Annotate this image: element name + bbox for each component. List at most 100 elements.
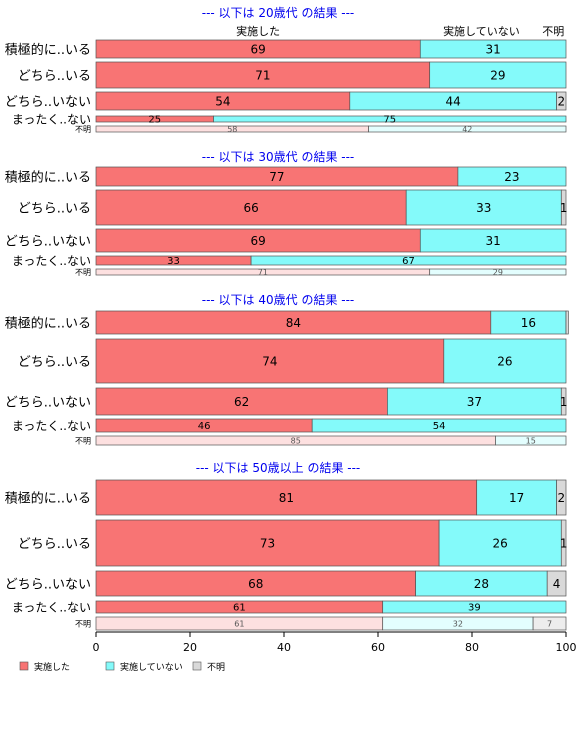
data-label: 84 xyxy=(286,316,301,330)
bar-segment xyxy=(556,479,567,516)
data-label: 39 xyxy=(468,603,481,614)
bar-segment xyxy=(495,435,567,446)
data-label: 33 xyxy=(476,201,491,215)
data-label: 85 xyxy=(291,436,301,445)
bar-segment xyxy=(311,418,567,433)
category-label: 不明 xyxy=(75,620,91,629)
data-label: 75 xyxy=(383,115,396,126)
bar-segment xyxy=(443,338,567,384)
bar-segment xyxy=(560,387,567,416)
data-label: 77 xyxy=(269,170,284,184)
bar-segment xyxy=(387,387,562,416)
category-label: どちら..いない xyxy=(5,95,91,110)
data-label: 1 xyxy=(560,395,568,409)
bar-segment xyxy=(457,166,567,187)
data-label: 4 xyxy=(553,577,561,591)
data-label: 67 xyxy=(402,256,415,267)
panel-title: --- 以下は 20歳代 の結果 --- xyxy=(202,6,355,20)
legend-swatch xyxy=(105,661,115,671)
data-label: 28 xyxy=(474,577,489,591)
data-label: 2 xyxy=(557,94,565,108)
x-tick-label: 40 xyxy=(277,641,291,654)
data-label: 61 xyxy=(233,603,246,614)
data-label: 62 xyxy=(234,395,249,409)
data-label: 44 xyxy=(446,94,461,108)
legend-swatch xyxy=(19,661,29,671)
bar-segment xyxy=(95,479,478,516)
bar-segment xyxy=(213,115,567,123)
data-label: 26 xyxy=(493,536,508,550)
data-label: 2 xyxy=(557,491,565,505)
category-label: どちら..いる xyxy=(18,201,91,216)
series-header: 実施した xyxy=(236,24,280,38)
bar-segment xyxy=(382,600,567,614)
data-label: 54 xyxy=(433,421,446,432)
bar-segment xyxy=(429,268,567,276)
category-label: どちら..いない xyxy=(5,577,91,592)
category-label: 不明 xyxy=(75,125,91,134)
series-header: 実施していない xyxy=(443,24,520,38)
bar-segment xyxy=(419,39,567,59)
bar-segment xyxy=(419,228,567,253)
data-label: 29 xyxy=(493,268,503,277)
bar-segment xyxy=(429,61,567,89)
category-label: まったく..ない xyxy=(12,601,91,615)
bar-segment xyxy=(556,91,567,111)
data-label: 69 xyxy=(251,234,266,248)
legend-label: 実施していない xyxy=(120,661,183,673)
legend-swatch xyxy=(192,661,202,671)
category-label: どちら..いない xyxy=(5,395,91,410)
bar-segment xyxy=(95,61,431,89)
data-label: 69 xyxy=(251,42,266,56)
legend-label: 不明 xyxy=(207,662,225,673)
panel-title: --- 以下は 50歳以上 の結果 --- xyxy=(196,461,361,475)
category-label: まったく..ない xyxy=(12,419,91,433)
data-label: 74 xyxy=(262,354,277,368)
category-label: 積極的に..いる xyxy=(5,490,91,506)
bar-segment xyxy=(250,255,567,266)
x-tick-label: 60 xyxy=(371,641,385,654)
bar-segment xyxy=(368,125,567,133)
panel-title: --- 以下は 40歳代 の結果 --- xyxy=(202,293,355,307)
bar-segment xyxy=(95,338,445,384)
data-label: 37 xyxy=(467,395,482,409)
panel-title: --- 以下は 30歳代 の結果 --- xyxy=(202,150,355,164)
data-label: 7 xyxy=(547,619,552,628)
data-label: 68 xyxy=(248,577,263,591)
x-tick-label: 20 xyxy=(183,641,197,654)
data-label: 58 xyxy=(227,125,237,134)
data-label: 29 xyxy=(490,68,505,82)
bar-segment xyxy=(405,189,562,226)
data-label: 32 xyxy=(453,619,463,628)
category-label: 積極的に..いる xyxy=(5,42,91,58)
bar-segment xyxy=(438,519,562,567)
data-label: 31 xyxy=(486,42,501,56)
data-label: 16 xyxy=(521,316,536,330)
category-label: どちら..いる xyxy=(18,69,91,84)
bar-segment xyxy=(546,570,567,597)
data-label: 26 xyxy=(497,354,512,368)
data-label: 23 xyxy=(504,170,519,184)
legend-label: 実施した xyxy=(34,661,70,673)
category-label: 積極的に..いる xyxy=(5,169,91,185)
data-label: 71 xyxy=(255,68,270,82)
data-label: 17 xyxy=(509,491,524,505)
bar-segment xyxy=(532,616,567,631)
category-label: 不明 xyxy=(75,268,91,277)
series-header: 不明 xyxy=(542,25,564,38)
bar-segment xyxy=(476,479,557,516)
bar-segment xyxy=(560,189,567,226)
x-tick-label: 100 xyxy=(556,641,577,654)
data-label: 31 xyxy=(486,234,501,248)
x-tick-label: 0 xyxy=(93,641,100,654)
category-label: どちら..いる xyxy=(18,537,91,552)
data-label: 66 xyxy=(243,201,258,215)
bar-segment xyxy=(95,570,416,597)
category-label: 積極的に..いる xyxy=(5,315,91,331)
bar-segment xyxy=(95,387,388,416)
category-label: まったく..ない xyxy=(12,254,91,268)
data-label: 33 xyxy=(167,256,180,267)
category-label: まったく..ない xyxy=(12,113,91,127)
bar-segment xyxy=(95,519,440,567)
